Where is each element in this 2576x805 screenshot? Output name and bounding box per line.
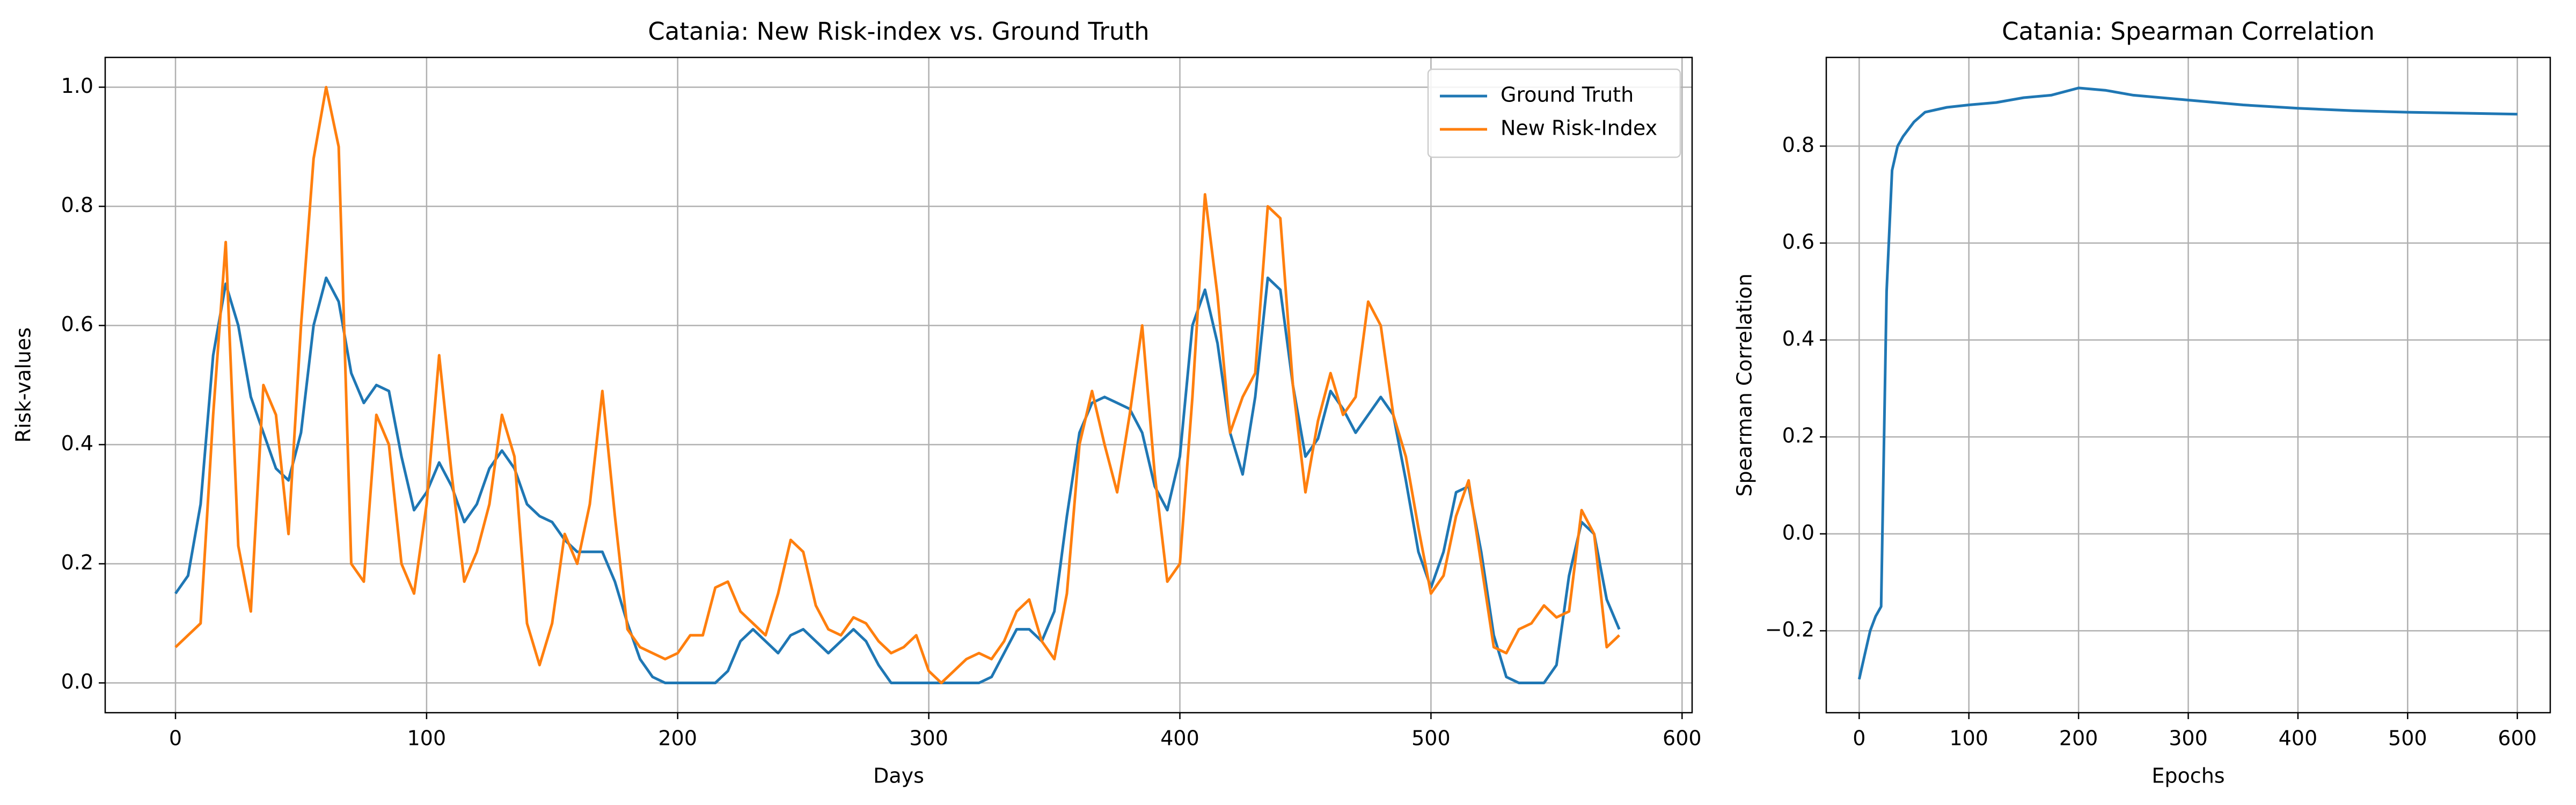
x-tick-label: 0 [1853, 727, 1865, 750]
x-tick-label: 200 [658, 727, 698, 750]
legend-label: New Risk-Index [1501, 116, 1657, 140]
x-tick-label: 300 [2169, 727, 2208, 750]
x-tick-label: 600 [2498, 727, 2537, 750]
series-line [1857, 86, 2518, 680]
x-axis-label: Epochs [2151, 764, 2224, 788]
legend-label: Ground Truth [1501, 83, 1634, 107]
y-tick-label: 0.6 [61, 312, 93, 336]
y-tick-label: 0.8 [1782, 133, 1814, 157]
legend: Ground Truth New Risk-Index [1427, 68, 1681, 158]
x-tick-label: 200 [2059, 727, 2098, 750]
x-tick-label: 100 [1949, 727, 1988, 750]
y-tick-label: 0.0 [1782, 521, 1814, 544]
series-line [174, 86, 1621, 684]
chart-title: Catania: Spearman Correlation [2002, 17, 2375, 46]
y-tick-label: 1.0 [61, 74, 93, 98]
y-tick-label: 0.6 [1782, 230, 1814, 253]
y-axis-label: Risk-values [12, 327, 35, 443]
x-tick-label: 400 [1160, 727, 1199, 750]
y-tick-label: 0.2 [1782, 424, 1814, 448]
y-tick-label: 0.4 [61, 431, 93, 455]
series-line [174, 276, 1621, 684]
y-tick-label: 0.4 [1782, 327, 1814, 350]
y-axis-label: Spearman Correlation [1733, 274, 1757, 497]
x-tick-label: 400 [2279, 727, 2318, 750]
x-tick-label: 500 [1411, 727, 1451, 750]
x-tick-label: 600 [1663, 727, 1702, 750]
plot-frame [1825, 56, 2551, 714]
chart: Catania: Spearman Correlation Epochs Spear… [1733, 17, 2551, 788]
plot-frame [104, 56, 1693, 714]
y-tick-label: −0.2 [1765, 618, 1814, 641]
x-tick-label: 100 [407, 727, 447, 750]
x-axis-label: Days [873, 764, 924, 788]
x-tick-label: 0 [169, 727, 182, 750]
x-tick-label: 300 [909, 727, 948, 750]
x-tick-label: 500 [2388, 727, 2427, 750]
y-tick-label: 0.0 [61, 670, 93, 693]
y-tick-label: 0.2 [61, 551, 93, 574]
chart-title: Catania: New Risk-index vs. Ground Truth [648, 17, 1149, 46]
legend-box [1427, 68, 1681, 158]
y-tick-label: 0.8 [61, 193, 93, 217]
chart: Catania: New Risk-index vs. Ground Truth… [12, 17, 1702, 788]
